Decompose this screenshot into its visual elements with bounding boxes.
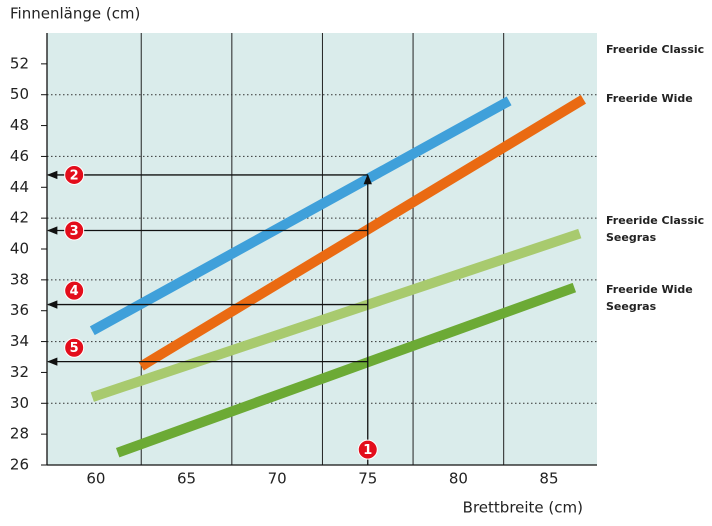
annotation-label: 5 xyxy=(70,341,79,356)
y-tick-label: 40 xyxy=(10,240,29,258)
x-tick-label: 85 xyxy=(539,470,558,488)
annotation-label: 3 xyxy=(70,224,79,239)
y-tick-label: 52 xyxy=(10,54,29,72)
y-tick-label: 34 xyxy=(10,332,29,350)
annotation-label: 1 xyxy=(363,443,372,458)
legend-entry: Freeride Wide xyxy=(606,92,693,105)
x-tick-label: 80 xyxy=(449,470,468,488)
y-tick-label: 48 xyxy=(10,116,29,134)
annotation-marker xyxy=(64,164,85,185)
series-line xyxy=(90,228,582,402)
annotation-marker xyxy=(64,280,85,301)
y-tick-label: 36 xyxy=(10,301,29,319)
y-tick-label: 32 xyxy=(10,363,29,381)
y-tick-label: 50 xyxy=(10,85,29,103)
y-tick-label: 44 xyxy=(10,178,29,196)
x-axis-label: Brettbreite (cm) xyxy=(463,499,583,517)
series-line xyxy=(115,282,577,458)
x-tick-label: 60 xyxy=(86,470,105,488)
y-tick-label: 38 xyxy=(10,270,29,288)
annotation-label: 2 xyxy=(70,168,79,183)
y-tick-label: 30 xyxy=(10,394,29,412)
y-tick-label: 26 xyxy=(10,456,29,474)
y-axis-label: Finnenlänge (cm) xyxy=(10,5,140,23)
annotation-label: 4 xyxy=(70,284,79,299)
x-tick-label: 65 xyxy=(177,470,196,488)
legend-entry: Freeride Classic Seegras xyxy=(606,214,705,244)
y-tick-label: 46 xyxy=(10,147,29,165)
y-tick-label: 28 xyxy=(10,425,29,443)
series-line xyxy=(138,95,586,371)
legend-entry: Freeride Wide Seegras xyxy=(606,283,693,313)
annotation-marker xyxy=(64,220,85,241)
y-tick-label: 42 xyxy=(10,209,29,227)
x-tick-label: 75 xyxy=(358,470,377,488)
annotation-marker xyxy=(357,439,378,460)
legend-entry: Freeride Classic xyxy=(606,43,705,56)
x-tick-label: 70 xyxy=(268,470,287,488)
series-line xyxy=(89,96,512,336)
annotation-marker xyxy=(64,337,85,358)
